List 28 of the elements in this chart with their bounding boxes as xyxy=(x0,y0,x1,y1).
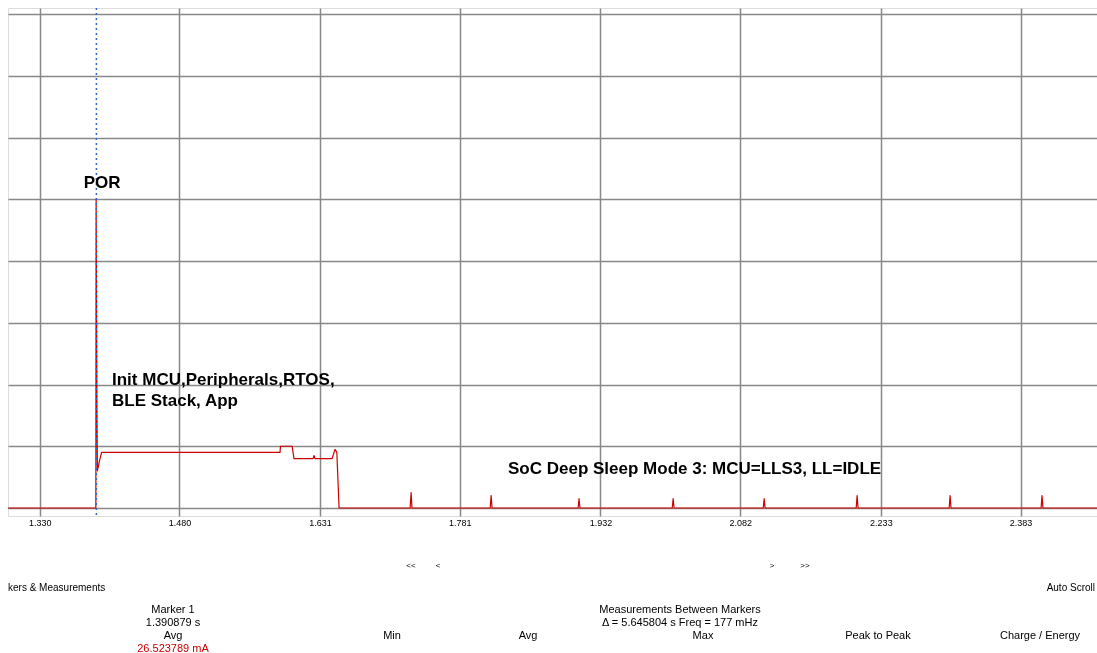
x-tick-label: 1.781 xyxy=(449,517,472,528)
x-tick-label: 1.480 xyxy=(168,517,192,528)
text: > xyxy=(769,561,775,570)
x-tick-label: 1.330 xyxy=(28,517,52,528)
annotation: Init MCU,Peripherals,RTOS, BLE Stack, App xyxy=(112,370,335,410)
x-tick-label: 2.233 xyxy=(870,517,893,528)
text: Min xyxy=(383,629,401,641)
text: Δ = 5.645804 s Freq = 177 mHz xyxy=(602,616,758,628)
text: Max xyxy=(692,629,714,641)
x-tick-label: 1.631 xyxy=(309,517,332,528)
text: Avg xyxy=(518,629,538,641)
text: 1.390879 s xyxy=(145,616,201,628)
text: Auto Scroll xyxy=(1046,582,1095,593)
x-tick-label: 2.383 xyxy=(1009,517,1033,528)
text: Peak to Peak xyxy=(845,629,912,641)
text: >> xyxy=(800,561,810,570)
text: Marker 1 xyxy=(151,603,195,615)
annotation: POR xyxy=(83,173,121,193)
text: Measurements Between Markers xyxy=(599,603,762,615)
x-tick-label: 1.932 xyxy=(589,517,613,528)
text: kers & Measurements xyxy=(8,582,106,593)
x-tick-label: 2.082 xyxy=(729,517,752,528)
text: < xyxy=(435,561,441,570)
annotation: SoC Deep Sleep Mode 3: MCU=LLS3, LL=IDLE xyxy=(508,459,882,478)
text: Avg xyxy=(163,629,183,641)
text: Charge / Energy xyxy=(999,629,1081,641)
text: << xyxy=(406,561,416,570)
text: 26.523789 mA xyxy=(137,642,210,653)
